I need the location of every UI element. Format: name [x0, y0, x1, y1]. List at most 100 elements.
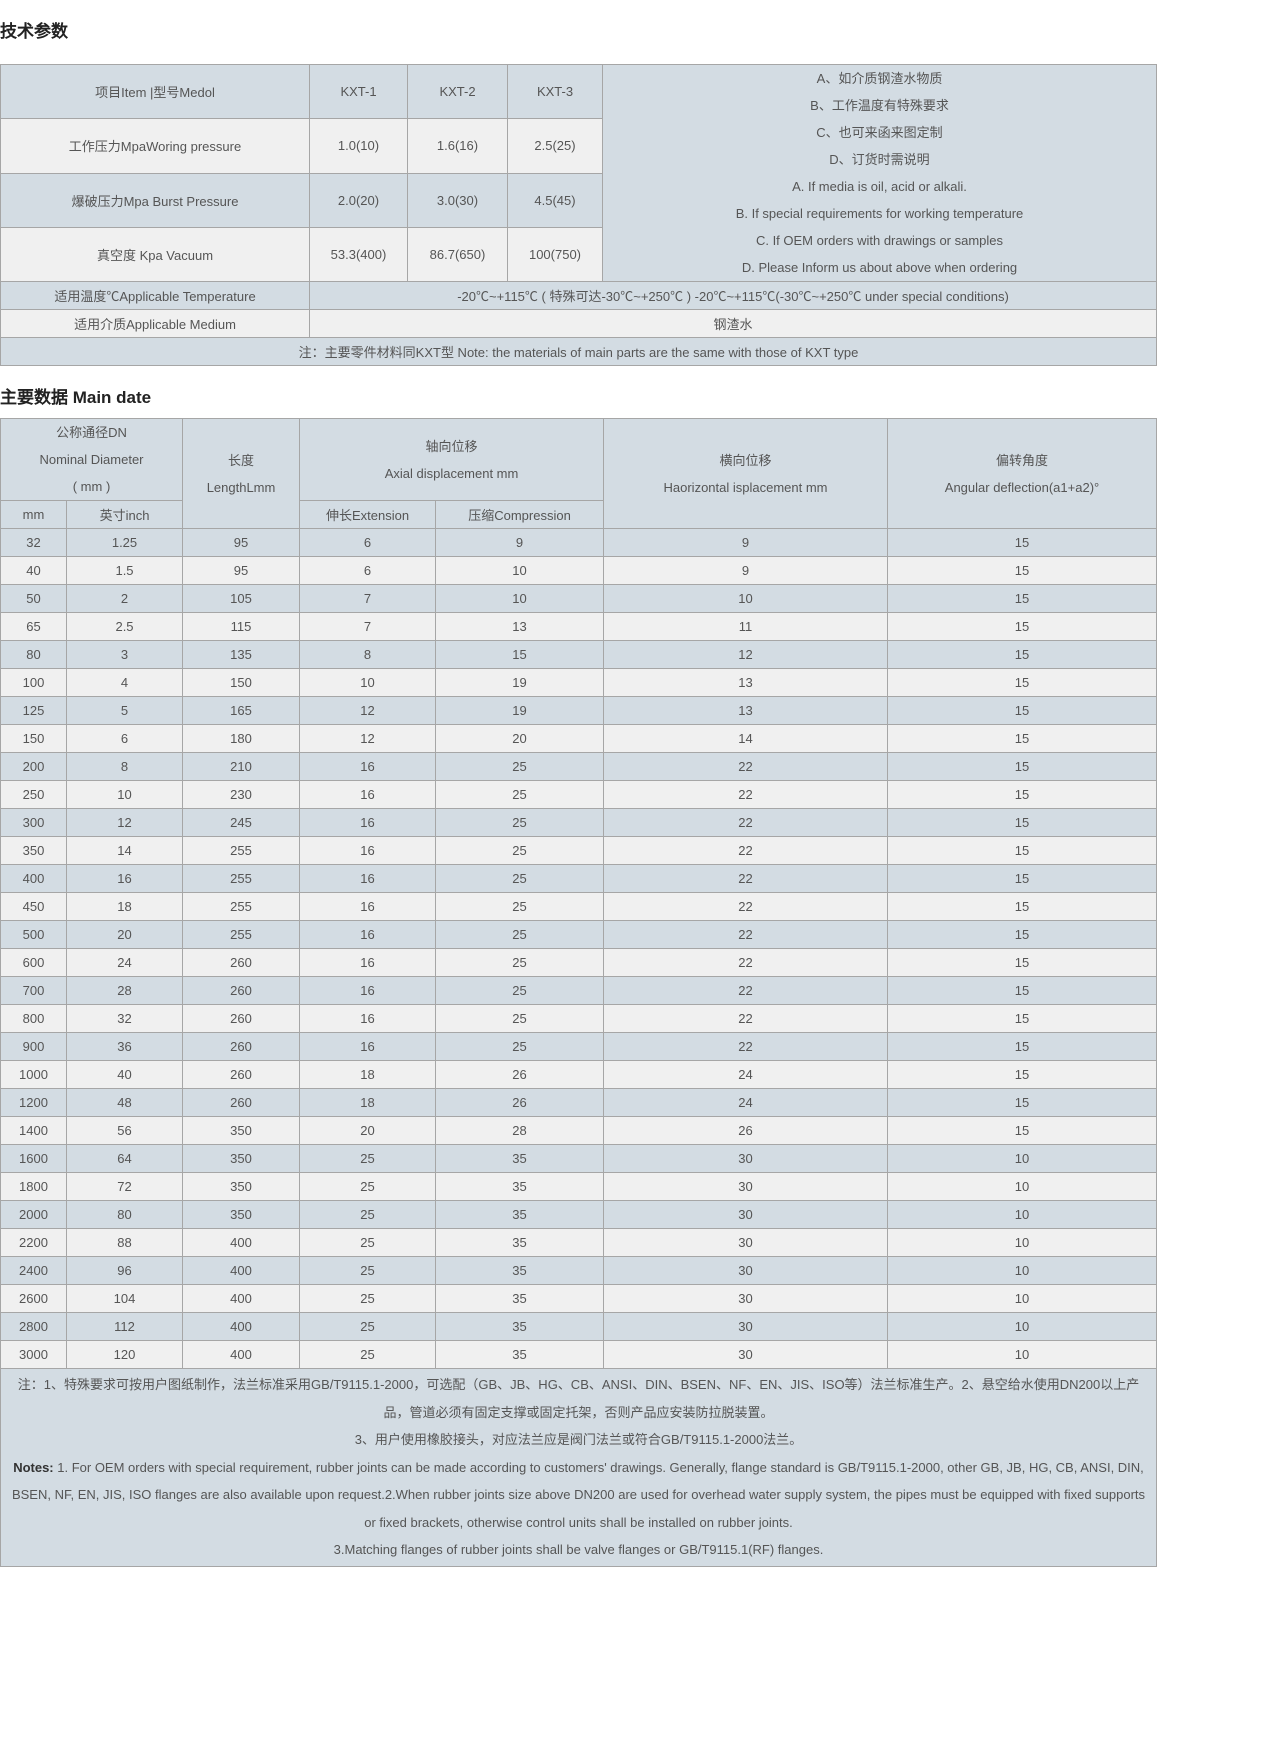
table-row: 80 3 135 8 15 12 15 — [0, 640, 1157, 669]
table-cell: 9 — [435, 528, 605, 557]
table-cell: 8 — [65, 752, 184, 781]
table-cell: 400 — [182, 1284, 301, 1313]
table-cell: 6 — [299, 556, 437, 585]
table-cell: 25 — [435, 864, 605, 893]
table-cell: 13 — [603, 668, 889, 697]
model-header: KXT-1 — [309, 63, 408, 120]
note-cn-2: 3、用户使用橡胶接头，对应法兰应是阀门法兰或符合GB/T9115.1-2000法… — [354, 1432, 803, 1447]
table-cell: 1000 — [0, 1060, 67, 1089]
table-cell: 350 — [182, 1144, 301, 1173]
table-cell: 16 — [299, 752, 437, 781]
table-cell: 25 — [435, 752, 605, 781]
header-text: 轴向位移 — [425, 438, 478, 454]
table-cell: 26 — [435, 1060, 605, 1089]
header-text: LengthLmm — [206, 479, 276, 495]
note-cn-1: 注：1、特殊要求可按用户图纸制作，法兰标准采用GB/T9115.1-2000，可… — [17, 1377, 1140, 1420]
table-cell: 13 — [603, 696, 889, 725]
cell: 2.0(20) — [309, 172, 408, 228]
table-cell: 40 — [0, 556, 67, 585]
table-cell: 260 — [182, 1004, 301, 1033]
table-row: 600 24 260 16 25 22 15 — [0, 948, 1157, 977]
table-cell: 25 — [299, 1312, 437, 1341]
table-cell: 30 — [603, 1144, 889, 1173]
table-cell: 115 — [182, 612, 301, 641]
table-cell: 5 — [65, 696, 184, 725]
table-cell: 26 — [603, 1116, 889, 1145]
temp-row: 适用温度℃Applicable Temperature -20℃~+115℃ ( … — [0, 281, 1157, 310]
table-cell: 10 — [435, 556, 605, 585]
table-cell: 25 — [299, 1144, 437, 1173]
table-cell: 400 — [0, 864, 67, 893]
table-cell: 15 — [887, 1116, 1157, 1145]
table-cell: 80 — [65, 1200, 184, 1229]
table-cell: 20 — [299, 1116, 437, 1145]
table-cell: 25 — [299, 1228, 437, 1257]
note-en-text: 1. For OEM orders with special requireme… — [11, 1459, 1146, 1530]
table-cell: 125 — [0, 696, 67, 725]
table-cell: 30 — [603, 1172, 889, 1201]
table-cell: 25 — [435, 948, 605, 977]
cell: 2.5(25) — [507, 118, 603, 174]
tech-params-title: 技术参数 — [0, 22, 68, 41]
table-cell: 15 — [887, 1088, 1157, 1117]
cell: 钢渣水 — [309, 309, 1157, 338]
side-note: C. If OEM orders with drawings or sample… — [755, 233, 1004, 248]
table-cell: 22 — [603, 976, 889, 1005]
side-note: B、工作温度有特殊要求 — [810, 98, 949, 113]
table-cell: 400 — [182, 1312, 301, 1341]
table-cell: 15 — [435, 640, 605, 669]
table-cell: 32 — [65, 1004, 184, 1033]
table-cell: 150 — [0, 724, 67, 753]
table-row: 250 10 230 16 25 22 15 — [0, 780, 1157, 809]
table-cell: 2 — [65, 584, 184, 613]
table-cell: 35 — [435, 1144, 605, 1173]
table-row: 400 16 255 16 25 22 15 — [0, 864, 1157, 893]
table-cell: 30 — [603, 1284, 889, 1313]
table-cell: 16 — [299, 808, 437, 837]
table-cell: 24 — [65, 948, 184, 977]
table-cell: 10 — [887, 1340, 1157, 1369]
table-row: 450 18 255 16 25 22 15 — [0, 892, 1157, 921]
table-cell: 255 — [182, 920, 301, 949]
table-cell: 15 — [887, 556, 1157, 585]
table-cell: 1600 — [0, 1144, 67, 1173]
table-cell: 105 — [182, 584, 301, 613]
medium-row: 适用介质Applicable Medium 钢渣水 — [0, 309, 1157, 338]
table-cell: 7 — [299, 612, 437, 641]
table-cell: 135 — [182, 640, 301, 669]
cell: -20℃~+115℃ ( 特殊可达-30℃~+250℃ ) -20℃~+115℃… — [309, 281, 1157, 310]
table-cell: 300 — [0, 808, 67, 837]
table-cell: 15 — [887, 668, 1157, 697]
table-cell: 80 — [0, 640, 67, 669]
side-note: D、订货时需说明 — [829, 152, 930, 167]
table-cell: 40 — [65, 1060, 184, 1089]
note: 注：主要零件材料同KXT型 Note: the materials of mai… — [0, 337, 1157, 366]
table-cell: 25 — [435, 976, 605, 1005]
table-cell: 12 — [299, 696, 437, 725]
table-row: 2200 88 400 25 35 30 10 — [0, 1228, 1157, 1257]
table-cell: 120 — [65, 1340, 184, 1369]
mm-header: mm — [0, 500, 67, 529]
table-cell: 88 — [65, 1228, 184, 1257]
table-cell: 3 — [65, 640, 184, 669]
table-row: 2600 104 400 25 35 30 10 — [0, 1284, 1157, 1313]
side-note: B. If special requirements for working t… — [735, 206, 1024, 221]
table-cell: 210 — [182, 752, 301, 781]
table-cell: 28 — [65, 976, 184, 1005]
table-cell: 22 — [603, 892, 889, 921]
table-cell: 16 — [299, 780, 437, 809]
extension-header: 伸长Extension — [299, 500, 437, 529]
table-cell: 700 — [0, 976, 67, 1005]
model-header: KXT-2 — [407, 63, 508, 120]
table-cell: 1200 — [0, 1088, 67, 1117]
table-cell: 25 — [435, 892, 605, 921]
table-cell: 10 — [603, 584, 889, 613]
table-cell: 22 — [603, 836, 889, 865]
table-cell: 15 — [887, 976, 1157, 1005]
header-text: Nominal Diameter — [39, 452, 144, 467]
table-cell: 35 — [435, 1312, 605, 1341]
table-cell: 16 — [299, 976, 437, 1005]
table-cell: 50 — [0, 584, 67, 613]
table-cell: 15 — [887, 780, 1157, 809]
table-cell: 2.5 — [65, 612, 184, 641]
